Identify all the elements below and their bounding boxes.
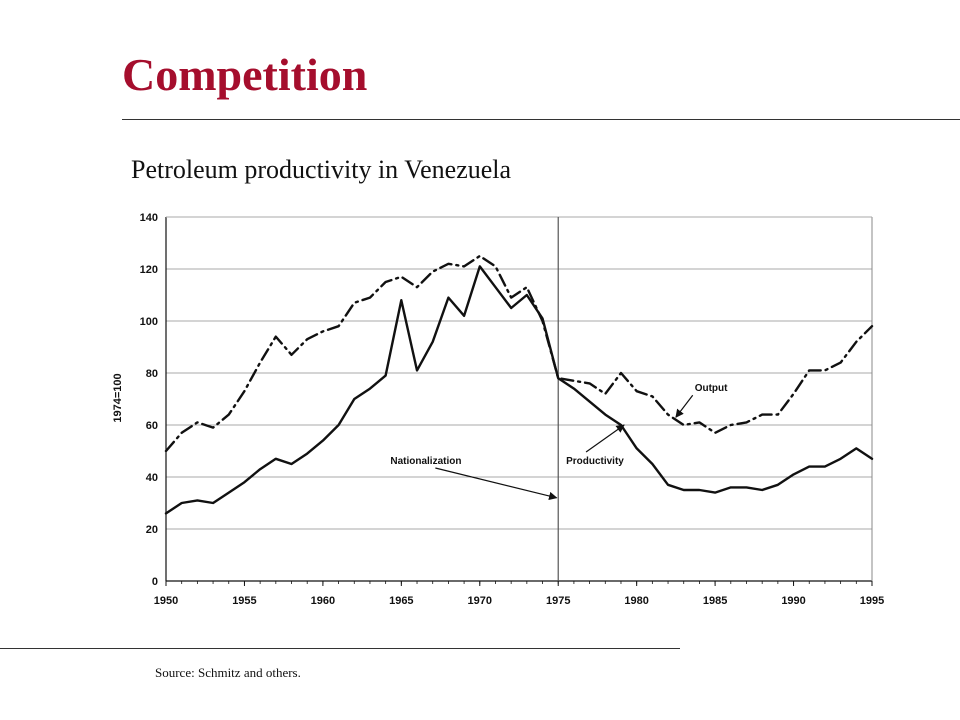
y-tick-label: 40	[146, 472, 158, 484]
annotation-arrow	[435, 467, 558, 501]
x-tick-label: 1985	[703, 595, 727, 607]
y-tick-label: 80	[146, 368, 158, 380]
gridlines	[166, 216, 872, 530]
series-line-productivity	[164, 265, 874, 515]
y-axis-label: 1974=100	[112, 373, 124, 422]
x-tick-label: 1960	[311, 595, 335, 607]
title-divider	[122, 119, 960, 120]
axes	[165, 216, 873, 586]
y-tick-label: 140	[140, 212, 158, 224]
annotation-label: Output	[695, 383, 728, 394]
x-tick-label: 1980	[624, 595, 648, 607]
y-tick-label: 20	[146, 524, 158, 536]
annotations: Output Productivity Nationalization	[390, 383, 728, 501]
footer-divider	[0, 648, 680, 649]
x-tick-label: 1995	[860, 595, 884, 607]
x-tick-label: 1965	[389, 595, 413, 607]
y-tick-label: 100	[140, 316, 158, 328]
annotation-arrow	[585, 424, 625, 453]
x-tick-label: 1970	[468, 595, 492, 607]
chart-title: Petroleum productivity in Venezuela	[131, 155, 512, 184]
y-tick-label: 120	[140, 264, 158, 276]
x-tick-label: 1955	[232, 595, 256, 607]
slide-title: Competition	[122, 49, 368, 100]
axis-labels: 1974=100 0 20 40 60 80 100 120 140 1950 1955 1960 1…	[112, 212, 884, 607]
y-tick-label: 0	[152, 576, 158, 588]
x-tick-label: 1950	[154, 595, 178, 607]
annotation-label: Nationalization	[390, 456, 461, 467]
series-lines	[164, 254, 874, 515]
x-tick-label: 1990	[781, 595, 805, 607]
x-tick-label: 1975	[546, 595, 570, 607]
y-tick-label: 60	[146, 420, 158, 432]
annotation-arrow	[675, 394, 694, 418]
annotation-label: Productivity	[566, 456, 624, 467]
source-note: Source: Schmitz and others.	[155, 665, 301, 680]
series-line-output	[164, 254, 874, 453]
